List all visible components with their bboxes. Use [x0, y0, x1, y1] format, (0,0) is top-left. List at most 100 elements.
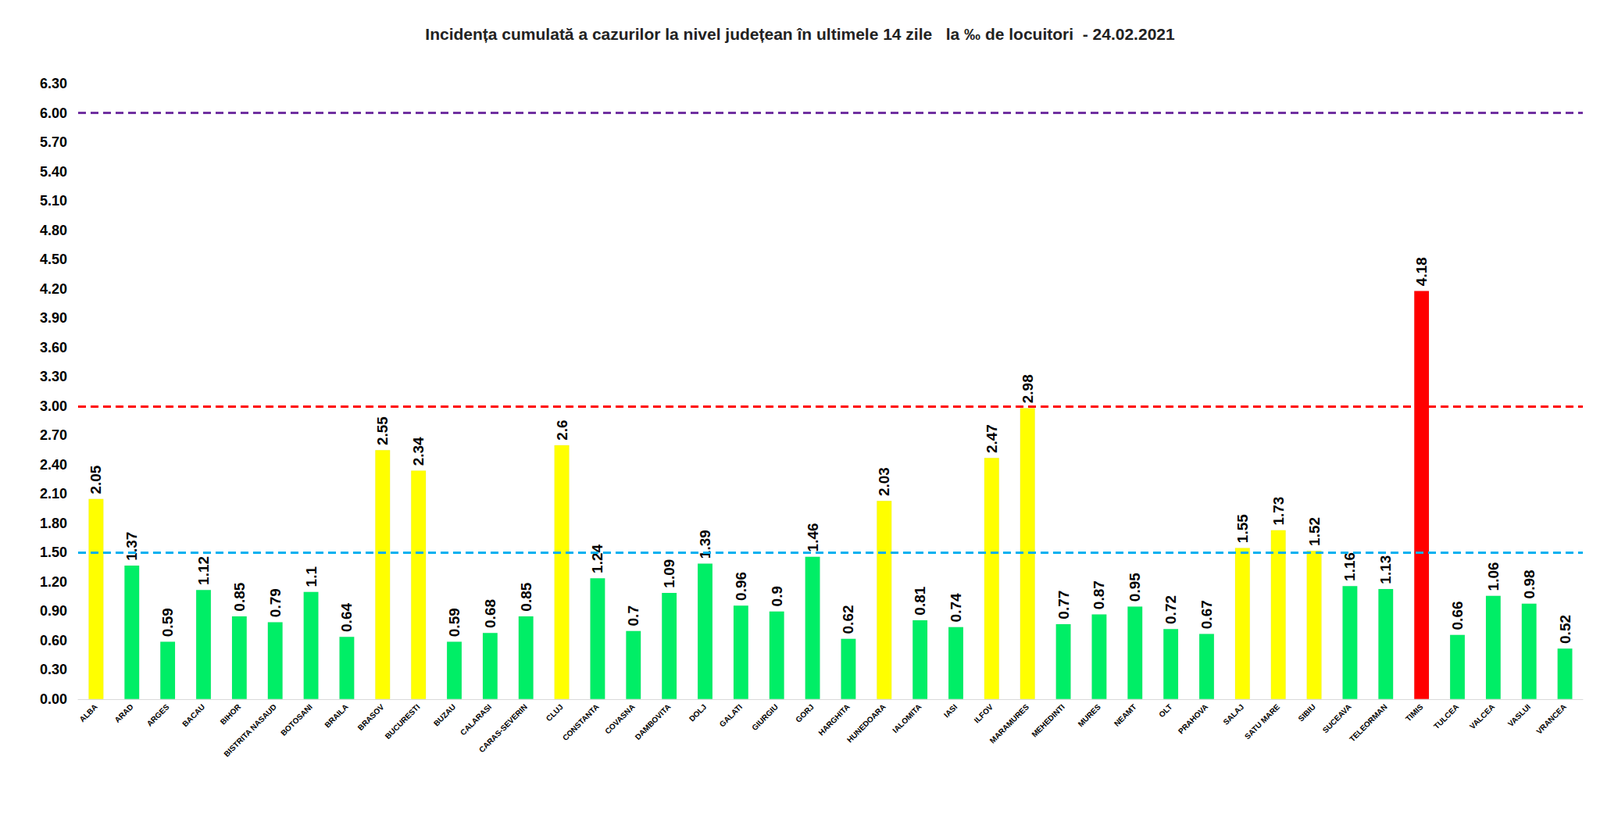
svg-text:BRASOV: BRASOV	[356, 702, 386, 733]
svg-text:3.90: 3.90	[39, 310, 68, 326]
svg-text:1.1: 1.1	[303, 566, 320, 588]
svg-text:5.70: 5.70	[39, 134, 68, 150]
svg-text:0.74: 0.74	[947, 592, 965, 622]
svg-text:4.80: 4.80	[39, 222, 68, 239]
svg-text:0.85: 0.85	[231, 582, 248, 611]
svg-text:DAMBOVITA: DAMBOVITA	[633, 702, 673, 742]
svg-text:GIURGIU: GIURGIU	[750, 702, 780, 733]
svg-text:BACAU: BACAU	[180, 702, 207, 729]
svg-text:ARGES: ARGES	[145, 702, 172, 729]
svg-text:2.6: 2.6	[553, 419, 571, 440]
svg-text:0.95: 0.95	[1126, 572, 1143, 602]
svg-text:0.59: 0.59	[159, 607, 176, 637]
svg-text:BOTOSANI: BOTOSANI	[278, 702, 315, 738]
svg-text:NEAMT: NEAMT	[1112, 702, 1139, 729]
svg-text:VRANCEA: VRANCEA	[1534, 702, 1568, 736]
svg-text:0.9: 0.9	[768, 585, 786, 607]
svg-text:0.66: 0.66	[1449, 600, 1466, 630]
svg-text:1.12: 1.12	[195, 556, 212, 586]
svg-text:SIBIU: SIBIU	[1296, 702, 1318, 724]
svg-text:TIMIS: TIMIS	[1403, 702, 1425, 724]
svg-text:2.98: 2.98	[1019, 374, 1036, 404]
svg-text:TELEORMAN: TELEORMAN	[1347, 702, 1389, 743]
svg-text:1.52: 1.52	[1306, 517, 1323, 547]
svg-text:ALBA: ALBA	[77, 702, 99, 724]
svg-text:TULCEA: TULCEA	[1432, 702, 1461, 731]
svg-text:3.00: 3.00	[39, 398, 68, 415]
svg-text:0.87: 0.87	[1090, 580, 1108, 610]
svg-text:VASLUI: VASLUI	[1506, 702, 1533, 729]
svg-text:0.52: 0.52	[1557, 614, 1574, 644]
svg-text:CLUJ: CLUJ	[544, 702, 565, 723]
svg-text:BUZAU: BUZAU	[432, 702, 458, 728]
svg-text:1.09: 1.09	[660, 559, 678, 589]
svg-text:SALAJ: SALAJ	[1221, 702, 1246, 727]
svg-text:4.18: 4.18	[1413, 257, 1430, 286]
svg-text:6.30: 6.30	[39, 75, 68, 92]
svg-text:1.06: 1.06	[1485, 561, 1502, 591]
svg-text:2.34: 2.34	[410, 436, 427, 466]
svg-text:0.64: 0.64	[338, 603, 355, 633]
svg-text:BRAILA: BRAILA	[322, 702, 350, 729]
svg-text:0.81: 0.81	[911, 585, 929, 615]
svg-text:MEHEDINTI: MEHEDINTI	[1029, 702, 1067, 740]
svg-text:0.72: 0.72	[1162, 595, 1179, 625]
svg-text:1.50: 1.50	[39, 544, 68, 561]
svg-text:CALARASI: CALARASI	[458, 702, 493, 737]
svg-text:0.60: 0.60	[39, 632, 68, 649]
svg-text:2.70: 2.70	[39, 427, 68, 443]
svg-text:4.50: 4.50	[39, 251, 68, 268]
svg-text:2.10: 2.10	[39, 485, 68, 502]
svg-text:IALOMITA: IALOMITA	[890, 702, 923, 735]
svg-text:2.40: 2.40	[39, 457, 68, 473]
svg-text:0.90: 0.90	[39, 603, 68, 619]
svg-text:VALCEA: VALCEA	[1467, 702, 1497, 731]
svg-text:6.00: 6.00	[39, 105, 68, 122]
svg-text:2.55: 2.55	[374, 416, 391, 446]
svg-text:0.62: 0.62	[839, 604, 857, 634]
svg-text:4.20: 4.20	[39, 281, 68, 297]
svg-text:GALATI: GALATI	[717, 702, 745, 729]
svg-text:1.37: 1.37	[123, 532, 140, 561]
svg-text:1.73: 1.73	[1270, 496, 1287, 526]
svg-text:MURES: MURES	[1076, 702, 1104, 729]
svg-text:OLT: OLT	[1157, 702, 1174, 719]
svg-text:2.47: 2.47	[983, 424, 1000, 454]
svg-text:3.30: 3.30	[39, 368, 68, 385]
svg-text:0.59: 0.59	[446, 607, 463, 637]
svg-text:0.68: 0.68	[482, 599, 499, 629]
svg-text:5.10: 5.10	[39, 192, 68, 209]
svg-text:ARAD: ARAD	[113, 702, 136, 725]
svg-text:0.85: 0.85	[517, 582, 535, 611]
svg-text:CONSTANTA: CONSTANTA	[560, 702, 601, 743]
svg-text:0.7: 0.7	[625, 605, 642, 626]
svg-text:SUCEAVA: SUCEAVA	[1321, 702, 1354, 735]
svg-text:BUCURESTI: BUCURESTI	[383, 702, 422, 741]
svg-text:SATU MARE: SATU MARE	[1242, 702, 1282, 741]
svg-text:0.67: 0.67	[1198, 600, 1215, 629]
svg-text:1.24: 1.24	[589, 543, 606, 573]
svg-text:0.77: 0.77	[1055, 590, 1072, 620]
svg-text:BIHOR: BIHOR	[218, 702, 243, 727]
svg-text:1.80: 1.80	[39, 515, 68, 532]
svg-text:0.30: 0.30	[39, 661, 68, 678]
svg-text:1.46: 1.46	[804, 522, 822, 552]
svg-text:1.55: 1.55	[1234, 514, 1251, 543]
svg-text:5.40: 5.40	[39, 164, 68, 180]
svg-text:3.60: 3.60	[39, 339, 68, 356]
svg-text:BISTRITA NASAUD: BISTRITA NASAUD	[221, 702, 279, 759]
svg-text:0.79: 0.79	[267, 588, 284, 618]
svg-text:2.05: 2.05	[87, 464, 104, 494]
svg-text:GORJ: GORJ	[793, 702, 816, 725]
svg-text:2.03: 2.03	[875, 467, 893, 497]
svg-text:1.39: 1.39	[696, 529, 714, 559]
svg-text:COVASNA: COVASNA	[603, 702, 637, 736]
svg-text:Incidența cumulată a cazurilor: Incidența cumulată a cazurilor la nivel …	[425, 25, 1175, 43]
svg-text:HARGHITA: HARGHITA	[816, 702, 852, 738]
svg-text:HUNEDOARA: HUNEDOARA	[845, 702, 888, 745]
svg-text:0.98: 0.98	[1521, 569, 1538, 599]
svg-text:MARAMURES: MARAMURES	[988, 702, 1032, 746]
svg-text:ILFOV: ILFOV	[972, 702, 996, 725]
svg-text:0.96: 0.96	[732, 571, 750, 601]
svg-text:1.16: 1.16	[1341, 552, 1358, 582]
